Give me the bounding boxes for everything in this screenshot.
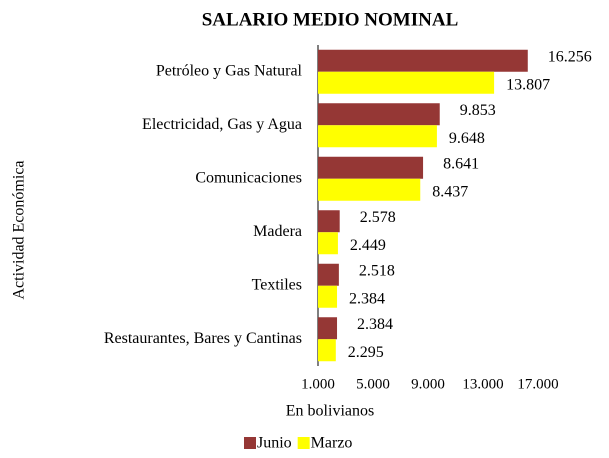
x-tick-label: 5.000 [356, 376, 390, 392]
bar [318, 210, 340, 233]
chart-title: SALARIO MEDIO NOMINAL [202, 9, 459, 30]
x-tick-label: 13.000 [462, 376, 503, 392]
x-axis-title: En bolivianos [286, 403, 374, 420]
bar [318, 103, 440, 126]
bar [318, 125, 437, 148]
bar [318, 178, 421, 201]
bar [318, 285, 338, 308]
y-tick-label: Petróleo y Gas Natural [156, 62, 303, 79]
x-tick-label: 9.000 [411, 376, 445, 392]
value-label: 2.384 [349, 290, 385, 307]
value-label: 2.384 [357, 316, 393, 333]
y-tick-label: Madera [253, 223, 302, 240]
value-label: 16.256 [548, 48, 592, 65]
legend-label: Marzo [311, 435, 353, 452]
value-label: 8.641 [443, 155, 479, 172]
value-label: 9.853 [460, 102, 496, 119]
y-tick-label: Textiles [252, 276, 302, 293]
value-label: 2.449 [350, 237, 386, 254]
bar [318, 263, 339, 286]
bar [318, 317, 338, 340]
value-label: 9.648 [449, 130, 485, 147]
value-label: 2.295 [348, 344, 384, 361]
value-label: 2.518 [359, 262, 395, 279]
legend-label: Junio [257, 435, 292, 452]
bar [318, 49, 528, 72]
value-label: 8.437 [432, 183, 468, 200]
bar [318, 156, 424, 179]
y-tick-label: Comunicaciones [195, 169, 302, 186]
value-label: 13.807 [506, 76, 550, 93]
bar [318, 71, 495, 94]
value-label: 2.578 [360, 209, 396, 226]
legend-swatch [244, 437, 256, 449]
bar [318, 232, 338, 255]
bar [318, 339, 336, 362]
y-tick-label: Electricidad, Gas y Agua [142, 116, 302, 133]
legend-swatch [297, 437, 310, 449]
y-axis-title: Actividad Económica [11, 160, 28, 299]
x-tick-label: 1.000 [301, 376, 335, 392]
y-tick-label: Restaurantes, Bares y Cantinas [104, 330, 302, 347]
x-tick-label: 17.000 [517, 376, 558, 392]
